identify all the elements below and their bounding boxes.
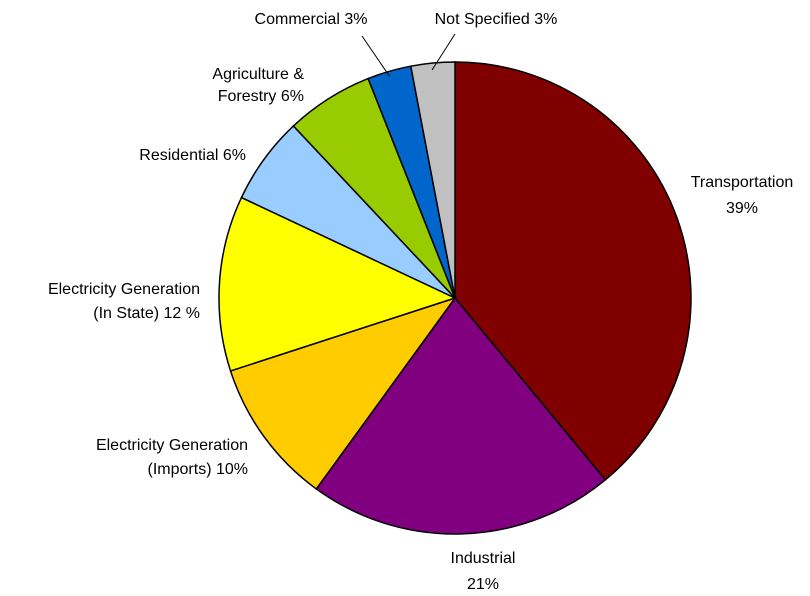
pie-slice-electricity-generation-imports — [229, 296, 457, 490]
pie-slice-industrial — [315, 296, 607, 535]
slice-label-line: Electricity Generation — [48, 281, 200, 298]
leader-line-commercial — [361, 35, 391, 78]
slice-label-transportation: Transportation 39% — [691, 174, 794, 217]
slice-label-line: Commercial 3% — [255, 11, 368, 28]
slice-label-line: Agriculture & — [212, 66, 304, 83]
slice-label-line: 21% — [467, 576, 499, 593]
leader-lines — [361, 33, 456, 78]
slice-label-electricity-generation-in-state: Electricity Generation (In State) 12 % — [48, 281, 200, 322]
pie-slice-transportation — [454, 61, 692, 481]
slice-label-not-specified: Not Specified 3% — [435, 11, 558, 28]
slice-label-electricity-generation-imports: Electricity Generation (Imports) 10% — [96, 437, 248, 478]
pie-slice-not-specified — [409, 61, 456, 299]
slice-labels: Transportation 39% Industrial 21% Electricit… — [48, 11, 793, 593]
leader-line-not-specified — [431, 33, 456, 71]
slice-label-line: Industrial — [451, 550, 516, 567]
slice-label-line: Not Specified 3% — [435, 11, 558, 28]
slice-label-line: (Imports) 10% — [148, 461, 248, 478]
slice-label-line: Transportation — [691, 174, 794, 191]
slice-label-residential: Residential 6% — [139, 147, 246, 164]
slice-label-agriculture-forestry: Agriculture & Forestry 6% — [212, 66, 304, 105]
slice-label-line: Residential 6% — [139, 147, 246, 164]
slice-label-line: Forestry 6% — [218, 88, 304, 105]
slice-label-commercial: Commercial 3% — [255, 11, 368, 28]
slice-label-industrial: Industrial 21% — [451, 550, 516, 593]
slice-label-line: 39% — [726, 200, 758, 217]
slice-label-line: Electricity Generation — [96, 437, 248, 454]
pie-slices — [218, 61, 692, 535]
pie-slice-electricity-generation-in-state — [218, 196, 458, 372]
slice-label-line: (In State) 12 % — [93, 305, 200, 322]
